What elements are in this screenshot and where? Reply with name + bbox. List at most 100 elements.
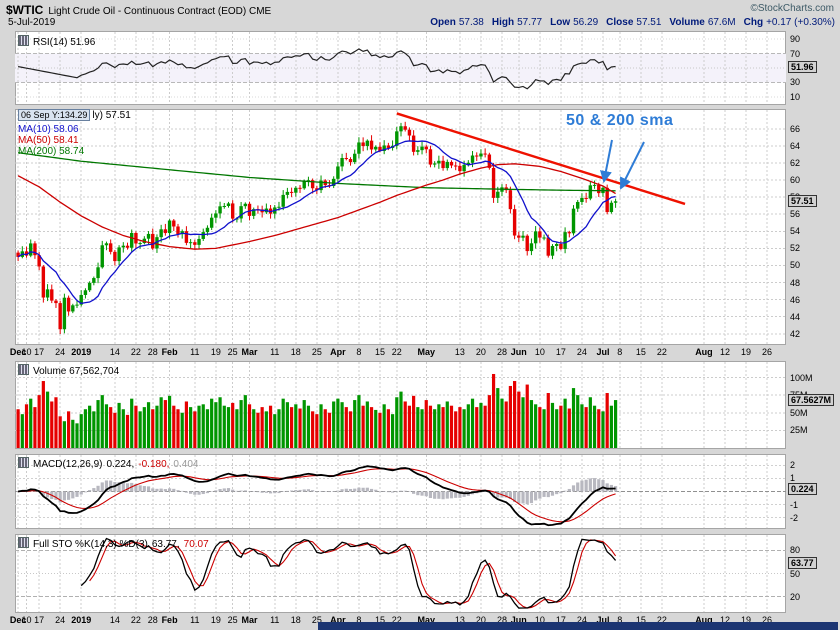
date-tick-label: 11 (270, 347, 280, 357)
axis-tick-label: 10 (790, 91, 801, 102)
macd-legend-value: 0.224, (106, 459, 135, 470)
axis-tick-label: 20 (790, 591, 801, 602)
date-tick-label: 26 (762, 615, 773, 625)
date-tick-label: 28 (147, 615, 158, 625)
date-tick-label: 19 (210, 347, 221, 357)
date-tick-label: 22 (130, 347, 141, 357)
price-legend-text: ly) 57.51 (92, 110, 131, 121)
date-tick-label: 8 (356, 347, 362, 357)
chart-title: Light Crude Oil - Continuous Contract (E… (48, 6, 272, 17)
date-tick-label: 10 (21, 347, 32, 357)
date-tick-label: 10 (534, 615, 545, 625)
date-tick-label: 22 (130, 615, 141, 625)
date-tick-label: 22 (656, 347, 667, 357)
volume-legend-text: Volume 67,562,704 (33, 366, 120, 377)
crosshair-tooltip: 06 Sep Y:134.29 (18, 109, 91, 121)
ma-legend-item: MA(200) 58.74 (18, 146, 85, 157)
macd-legend-value: 0.404 (173, 459, 199, 470)
stockcharts-copyright: ©StockCharts.com (750, 3, 834, 14)
rsi-panel-icon (18, 35, 29, 46)
axis-tick-label: 50 (790, 260, 801, 271)
axis-tick-label: 50 (790, 568, 801, 579)
date-tick-label: 17 (555, 615, 566, 625)
date-tick-label: 12 (719, 347, 730, 357)
price-legend: 06 Sep Y:134.29 ly) 57.51 (18, 109, 131, 121)
date-tick-label: 11 (190, 615, 200, 625)
date-tick-label: 28 (496, 615, 507, 625)
quote-value: 56.29 (573, 17, 599, 28)
date-tick-label: 14 (109, 347, 120, 357)
date-tick-label: Mar (241, 347, 258, 357)
date-tick-label: 8 (356, 615, 362, 625)
date-tick-label: 19 (210, 615, 221, 625)
quote-row: Open 57.38 High 57.77 Low 56.29 Close 57.51 Volu… (422, 17, 835, 28)
date-tick-label: 25 (227, 615, 238, 625)
date-tick-label: 18 (290, 615, 301, 625)
chart-header: $WTIC Light Crude Oil - Continuous Contra… (6, 1, 271, 19)
date-tick-label: 22 (391, 347, 402, 357)
date-tick-label: 17 (34, 615, 45, 625)
date-tick-label: Aug (695, 615, 713, 625)
quote-label: Chg (743, 17, 764, 28)
date-tick-label: 13 (454, 347, 465, 357)
bottom-bar (318, 622, 838, 630)
date-tick-label: 8 (617, 615, 623, 625)
date-tick-label: 15 (374, 347, 385, 357)
chart-date: 5-Jul-2019 (8, 17, 56, 28)
date-tick-label: Jul (596, 615, 610, 625)
date-tick-label: 24 (576, 347, 587, 357)
date-tick-label: 17 (555, 347, 566, 357)
axis-tick-label: 44 (790, 311, 801, 322)
ma-legend: MA(10) 58.06 MA(50) 58.41 MA(200) 58.74 (18, 124, 84, 157)
annotation-50-200-sma: 50 & 200 sma (566, 112, 674, 129)
date-tick-label: 22 (391, 615, 402, 625)
axis-tick-label: 64 (790, 140, 801, 151)
axis-tick-label: 54 (790, 226, 801, 237)
quote-label: Open (430, 17, 456, 28)
date-tick-label: 24 (55, 347, 66, 357)
axis-tick-label: -2 (790, 512, 799, 523)
date-tick-label: Apr (330, 347, 346, 357)
date-tick-label: 25 (311, 615, 322, 625)
date-tick-label: 28 (496, 347, 507, 357)
date-tick-label: Apr (330, 615, 346, 625)
date-tick-label: 11 (270, 615, 280, 625)
date-tick-label: 15 (635, 615, 646, 625)
quote-value: 57.38 (458, 17, 484, 28)
axis-value-box: 0.224 (788, 482, 817, 495)
volume-panel-icon (18, 364, 29, 375)
date-tick-label: Dec (9, 347, 27, 357)
axis-value-box: 51.96 (788, 60, 817, 73)
macd-legend-value: -0.180, (138, 459, 170, 470)
quote-value: 67.6M (707, 17, 736, 28)
axis-tick-label: 60 (790, 175, 801, 186)
rsi-legend: RSI(14) 51.96 (18, 35, 95, 48)
date-tick-label: 25 (311, 347, 322, 357)
axis-tick-label: -1 (790, 499, 799, 510)
macd-legend-values: 0.224, -0.180, 0.404 (102, 459, 198, 470)
price-panel (15, 109, 786, 345)
date-tick-label: 8 (617, 347, 623, 357)
date-tick-label: Feb (161, 347, 178, 357)
date-tick-label: 13 (454, 615, 465, 625)
date-tick-label: Feb (161, 615, 178, 625)
axis-tick-label: 70 (790, 48, 801, 59)
sto-legend-name: Full STO %K(14,3) %D(3) (33, 539, 148, 550)
date-tick-label: 11 (190, 347, 200, 357)
sto-panel-icon (18, 537, 29, 548)
date-tick-label: 26 (762, 347, 773, 357)
sto-legend-value: 70.07 (183, 539, 209, 550)
axis-value-box: 67.5627M (788, 394, 835, 407)
date-axis-bottom: Dec 10 17 24 2019 14 22 28 Feb 11 19 25 Mar 11 18 25 Apr… (0, 615, 840, 629)
axis-value-box: 63.77 (788, 556, 817, 569)
volume-legend: Volume 67,562,704 (18, 364, 119, 377)
date-tick-label: 22 (656, 615, 667, 625)
axis-tick-label: 62 (790, 157, 801, 168)
date-tick-label: 15 (635, 347, 646, 357)
quote-label: Low (550, 17, 571, 28)
axis-tick-label: 25M (790, 425, 808, 436)
date-tick-label: 17 (34, 347, 45, 357)
axis-tick-label: 66 (790, 123, 801, 134)
date-tick-label: Jul (596, 347, 610, 357)
